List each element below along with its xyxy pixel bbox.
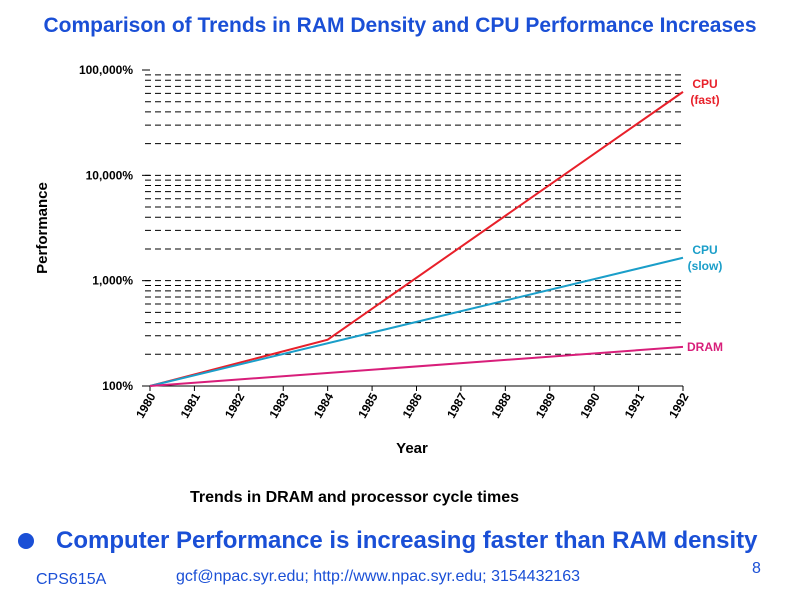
x-axis-label: Year [396, 440, 428, 457]
x-tick-label: 1980 [133, 390, 159, 420]
x-tick-label: 1988 [488, 390, 514, 420]
y-tick-label: 100,000% [79, 63, 133, 77]
x-tick-label: 1990 [577, 390, 603, 420]
x-tick-label: 1982 [222, 390, 248, 420]
series-labels: CPU (fast) CPU (slow) DRAM [687, 77, 723, 354]
x-tick-label: 1984 [311, 390, 337, 420]
series-label: (slow) [688, 259, 723, 273]
footer-contact: gcf@npac.syr.edu; http://www.npac.syr.ed… [176, 568, 581, 585]
x-tick-label: 1991 [622, 390, 648, 420]
page-number: 8 [752, 560, 761, 577]
y-tick-label: 1,000% [92, 274, 133, 288]
series-lines [149, 91, 684, 387]
bullet-icon [18, 533, 34, 549]
series-line [149, 256, 684, 387]
y-axis-label: Performance [34, 182, 51, 274]
series-label: CPU [692, 77, 717, 91]
chart-grid [145, 74, 683, 355]
x-tick-label: 1989 [533, 390, 559, 420]
series-line [149, 91, 684, 387]
y-tick-label: 100% [102, 379, 133, 393]
series-line [149, 345, 684, 387]
bullet-text: Computer Performance is increasing faste… [56, 527, 758, 554]
x-tick-label: 1992 [666, 390, 692, 420]
chart-caption: Trends in DRAM and processor cycle times [190, 489, 519, 506]
x-tick-label: 1983 [266, 390, 292, 420]
chart-axes [142, 69, 684, 391]
y-tick-label: 10,000% [86, 168, 134, 182]
y-tick-labels: 100% 1,000% 10,000% 100,000% [79, 63, 133, 393]
x-tick-label: 1985 [355, 390, 381, 420]
series-label: CPU [692, 243, 717, 257]
series-label: (fast) [690, 93, 719, 107]
x-tick-label: 1986 [400, 390, 426, 420]
x-tick-label: 1987 [444, 390, 470, 420]
bullet-point: Computer Performance is increasing faste… [18, 527, 758, 555]
x-tick-labels: 1980 1981 1982 1983 1984 1985 1986 1987 1988 1989… [133, 390, 692, 420]
slide-title: Comparison of Trends in RAM Density and … [43, 14, 757, 37]
footer-course: CPS615A [36, 571, 107, 588]
x-tick-label: 1981 [178, 390, 204, 420]
series-label: DRAM [687, 340, 723, 354]
